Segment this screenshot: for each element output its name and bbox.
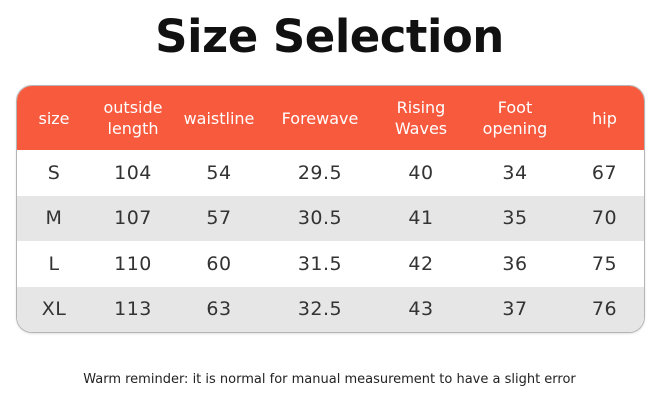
header-size: size <box>38 108 70 128</box>
cell-waistline: 54 <box>206 161 232 184</box>
cell-forewave: 31.5 <box>297 252 343 275</box>
cell-rising-waves: 41 <box>408 207 434 230</box>
header-forewave: Forewave <box>281 108 359 128</box>
cell-forewave: 29.5 <box>297 161 343 184</box>
header-hip: hip <box>592 108 617 128</box>
cell-size: L <box>48 252 60 275</box>
cell-foot-opening: 36 <box>502 252 528 275</box>
cell-size: M <box>45 207 63 230</box>
header-waistline: waistline <box>183 108 255 128</box>
cell-outside-length: 104 <box>114 161 152 184</box>
cell-forewave: 30.5 <box>297 207 343 230</box>
page-title: Size Selection <box>155 10 504 63</box>
cell-rising-waves: 43 <box>408 298 434 321</box>
cell-rising-waves: 40 <box>408 161 434 184</box>
cell-foot-opening: 35 <box>502 207 528 230</box>
cell-waistline: 57 <box>206 207 232 230</box>
table-row: M 107 57 30.5 41 35 70 <box>17 195 644 241</box>
cell-waistline: 60 <box>206 252 232 275</box>
header-outside-length: outside length <box>103 98 163 138</box>
cell-size: S <box>47 161 61 184</box>
table-row: L 110 60 31.5 42 36 75 <box>17 241 644 287</box>
cell-hip: 76 <box>591 298 618 321</box>
cell-outside-length: 113 <box>114 298 152 321</box>
cell-hip: 67 <box>591 161 618 184</box>
cell-hip: 70 <box>591 207 618 230</box>
cell-outside-length: 110 <box>114 252 152 275</box>
table-header-row: size outside length waistline Forewave R… <box>17 86 644 150</box>
cell-waistline: 63 <box>206 298 232 321</box>
cell-foot-opening: 34 <box>502 161 528 184</box>
header-foot-opening: Foot opening <box>482 98 548 138</box>
cell-size: XL <box>41 298 67 321</box>
cell-foot-opening: 37 <box>502 298 528 321</box>
warm-reminder-note: Warm reminder: it is normal for manual m… <box>83 372 576 387</box>
cell-rising-waves: 42 <box>408 252 434 275</box>
cell-forewave: 32.5 <box>297 298 343 321</box>
table-row: S 104 54 29.5 40 34 67 <box>17 150 644 196</box>
table-row: XL 113 63 32.5 43 37 76 <box>17 286 644 332</box>
cell-outside-length: 107 <box>114 207 152 230</box>
cell-hip: 75 <box>591 252 618 275</box>
size-table: size outside length waistline Forewave R… <box>16 85 645 333</box>
header-rising-waves: Rising Waves <box>394 98 448 138</box>
